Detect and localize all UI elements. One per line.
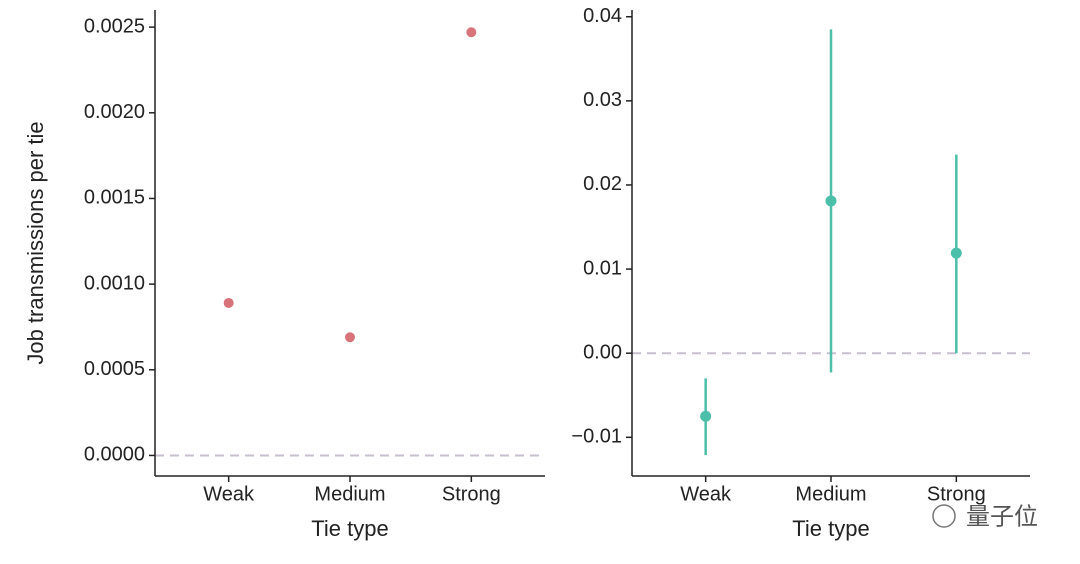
- x-axis-title: Tie type: [792, 516, 869, 541]
- y-tick-label: 0.01: [583, 257, 622, 279]
- y-tick-label: 0.03: [583, 89, 622, 111]
- x-tick-label: Weak: [203, 483, 255, 505]
- y-tick-label: 0.0010: [84, 272, 145, 294]
- y-axis-title: Job transmissions per tie: [23, 121, 48, 364]
- x-tick-label: Weak: [680, 483, 732, 505]
- y-tick-label: 0.04: [583, 5, 622, 27]
- x-tick-label: Strong: [927, 483, 986, 505]
- y-tick-label: 0.0020: [84, 101, 145, 123]
- x-tick-label: Strong: [442, 483, 501, 505]
- point: [825, 195, 837, 207]
- y-tick-label: 0.00: [583, 341, 622, 363]
- x-tick-label: Medium: [795, 483, 866, 505]
- point: [950, 247, 962, 259]
- y-tick-label: 0.02: [583, 173, 622, 195]
- y-tick-label: 0.0015: [84, 187, 145, 209]
- x-tick-label: Medium: [314, 483, 385, 505]
- y-tick-label: 0.0000: [84, 444, 145, 466]
- point: [466, 27, 477, 38]
- watermark: 量子位: [966, 503, 1038, 530]
- point: [700, 410, 712, 422]
- y-tick-label: 0.0025: [84, 15, 145, 37]
- point: [345, 332, 355, 343]
- watermark-icon: [932, 504, 956, 528]
- y-tick-label: −0.01: [571, 426, 622, 448]
- point: [223, 297, 234, 308]
- x-axis-title: Tie type: [311, 516, 388, 541]
- y-tick-label: 0.0005: [84, 358, 145, 380]
